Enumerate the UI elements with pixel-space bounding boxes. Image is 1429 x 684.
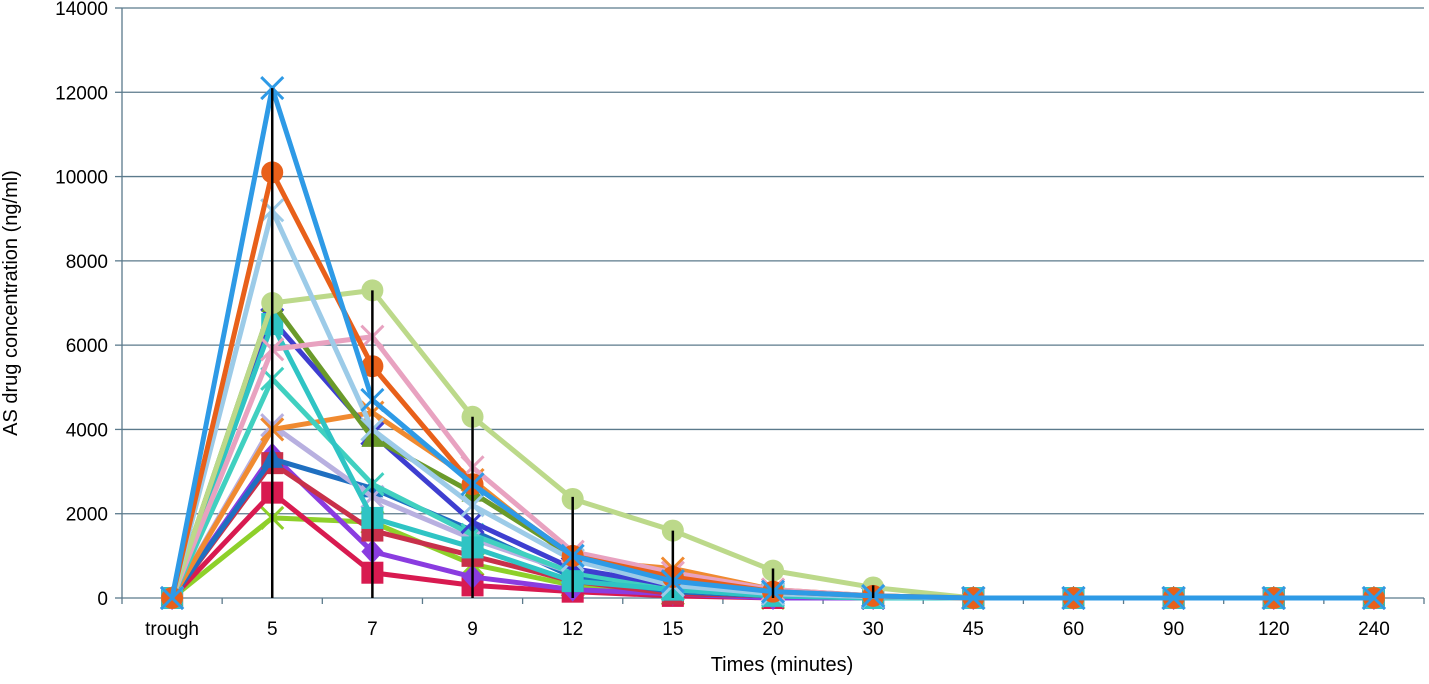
error-bars xyxy=(270,88,875,598)
series-line xyxy=(169,207,1374,601)
y-tick-label: 8000 xyxy=(66,252,108,273)
x-tick-label: 45 xyxy=(963,619,984,640)
axes xyxy=(115,7,1425,604)
data-point xyxy=(961,585,986,611)
x-tick-labels: trough 5 7 9 12 15 20 30 45 60 90 120 240 xyxy=(145,619,1390,640)
y-tick-label: 0 xyxy=(97,589,108,610)
series xyxy=(161,161,1385,609)
series xyxy=(160,76,1386,611)
x-tick-label: 7 xyxy=(367,619,378,640)
x-tick-label: trough xyxy=(145,619,199,640)
grid xyxy=(122,7,1424,515)
y-tick-label: 2000 xyxy=(66,505,108,526)
data-point xyxy=(1261,585,1286,611)
x-tick-label: 60 xyxy=(1063,619,1084,640)
x-tick-label: 20 xyxy=(762,619,783,640)
y-tick-label: 10000 xyxy=(55,168,108,189)
data-point xyxy=(1361,585,1386,611)
x-tick-label: 15 xyxy=(662,619,683,640)
x-tick-label: 12 xyxy=(562,619,583,640)
x-axis-title: Times (minutes) xyxy=(711,654,854,676)
data-point xyxy=(1061,585,1086,611)
y-tick-label: 6000 xyxy=(66,336,108,357)
x-tick-label: 9 xyxy=(467,619,478,640)
y-axis-title: AS drug concentration (ng/ml) xyxy=(0,170,22,436)
series xyxy=(161,279,1385,609)
y-tick-label: 12000 xyxy=(55,83,108,104)
series-lines xyxy=(160,76,1386,611)
y-tick-label: 4000 xyxy=(66,420,108,441)
x-tick-label: 30 xyxy=(863,619,884,640)
y-tick-label: 14000 xyxy=(55,0,108,20)
y-tick-labels: 0 2000 4000 6000 8000 10000 12000 14000 xyxy=(55,0,108,610)
x-tick-label: 90 xyxy=(1163,619,1184,640)
x-tick-label: 240 xyxy=(1358,619,1390,640)
x-tick-label: 5 xyxy=(267,619,278,640)
x-tick-label: 120 xyxy=(1258,619,1290,640)
data-point xyxy=(160,585,185,611)
data-point xyxy=(1161,585,1186,611)
data-point xyxy=(260,76,285,101)
